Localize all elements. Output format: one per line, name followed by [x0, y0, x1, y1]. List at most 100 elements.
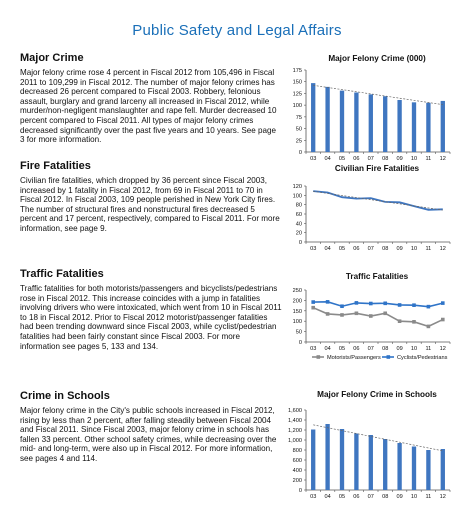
page-title: Public Safety and Legal Affairs — [132, 22, 342, 39]
data-point — [369, 301, 373, 306]
y-tick-label: 0 — [299, 488, 302, 494]
y-tick-label: 150 — [293, 309, 302, 315]
data-point — [340, 304, 344, 309]
y-tick-label: 100 — [293, 103, 302, 109]
x-tick-label: 08 — [382, 346, 388, 352]
data-point — [441, 301, 445, 305]
x-tick-label: 12 — [440, 156, 446, 162]
chart-title: Major Felony Crime (000) — [328, 54, 426, 63]
x-tick-label: 10 — [411, 156, 417, 162]
legend-label: Motorists/Passengers — [327, 355, 381, 361]
bar — [311, 429, 316, 490]
bar — [426, 102, 431, 152]
bar — [440, 449, 445, 490]
x-tick-label: 07 — [368, 246, 374, 252]
x-tick-label: 12 — [440, 494, 446, 500]
x-tick-label: 06 — [353, 494, 359, 500]
x-tick-label: 09 — [396, 494, 402, 500]
data-point — [325, 312, 330, 316]
y-tick-label: 25 — [296, 138, 302, 144]
bar — [440, 100, 445, 152]
section-heading: Major Crime — [20, 52, 84, 64]
x-tick-label: 11 — [425, 246, 431, 252]
y-tick-label: 1,200 — [288, 428, 302, 434]
bar — [411, 102, 417, 152]
x-tick-label: 10 — [411, 246, 417, 252]
y-tick-label: 100 — [293, 193, 302, 199]
y-tick-label: 125 — [293, 91, 302, 97]
data-point — [412, 320, 416, 324]
bar — [339, 90, 345, 152]
y-tick-label: 50 — [296, 330, 302, 336]
y-tick-label: 1,400 — [288, 418, 302, 424]
data-point — [354, 311, 359, 316]
y-tick-label: 800 — [293, 448, 302, 454]
section-traffic-fatalities: Traffic Fatalities Traffic fatalities fo… — [0, 268, 474, 386]
data-point — [311, 305, 315, 310]
section-heading: Fire Fatalities — [20, 160, 91, 172]
x-tick-label: 12 — [440, 346, 446, 352]
civilian-fire-fatalities-chart: 0 20 40 60 80 100 120 03 04 05 06 07 08 09 10 11 12 — [293, 184, 451, 252]
x-tick-label: 09 — [396, 346, 402, 352]
bar — [354, 433, 359, 490]
legend-label: Cyclists/Pedestrians — [397, 355, 448, 361]
series-line — [313, 301, 443, 308]
x-tick-label: 04 — [324, 494, 330, 500]
x-tick-label: 06 — [353, 156, 359, 162]
section-heading: Crime in Schools — [20, 390, 110, 402]
major-felony-crime-chart: 0 25 50 75 100 125 150 175 03 04 05 06 07 08 09 10 11 12 — [293, 68, 451, 162]
chart-title: Civilian Fire Fatalities — [334, 164, 420, 173]
section-crime-in-schools: Crime in Schools Major felony crime in t… — [0, 390, 474, 506]
data-point — [426, 304, 431, 309]
x-tick-label: 03 — [310, 346, 316, 352]
x-tick-label: 06 — [353, 346, 359, 352]
x-tick-label: 05 — [339, 156, 345, 162]
bar — [325, 424, 330, 490]
trend-line — [313, 190, 443, 211]
data-point — [397, 303, 402, 307]
y-tick-label: 0 — [299, 240, 302, 246]
data-point — [325, 300, 330, 304]
y-tick-label: 20 — [296, 231, 302, 237]
series-line — [312, 306, 444, 328]
y-tick-label: 120 — [293, 184, 302, 190]
data-point — [383, 301, 387, 306]
y-tick-label: 200 — [293, 478, 302, 484]
section-body: Major felony crime rose 4 percent in Fis… — [20, 68, 277, 145]
y-tick-label: 1,600 — [288, 408, 302, 414]
y-tick-label: 40 — [296, 221, 302, 227]
bar — [368, 435, 373, 490]
x-tick-label: 07 — [368, 494, 374, 500]
section-body: Civilian fire fatalities, which dropped … — [20, 176, 280, 233]
section-fire-fatalities: Fire Fatalities Civilian fire fatalities… — [0, 160, 474, 278]
x-tick-label: 05 — [339, 494, 345, 500]
bar — [339, 429, 345, 490]
bar — [383, 96, 388, 152]
x-tick-label: 05 — [339, 246, 345, 252]
x-tick-label: 05 — [339, 346, 345, 352]
data-point — [340, 313, 344, 317]
bar — [426, 450, 431, 490]
data-point — [354, 301, 359, 305]
x-tick-label: 03 — [310, 156, 316, 162]
legend-marker — [316, 355, 321, 359]
x-tick-label: 06 — [353, 246, 359, 252]
traffic-fatalities-chart: 0 50 100 150 200 250 03 04 05 06 07 08 09 10 11 12 Motor… — [293, 288, 451, 361]
y-tick-label: 250 — [293, 288, 302, 294]
x-tick-label: 08 — [382, 494, 388, 500]
y-tick-label: 400 — [293, 468, 302, 474]
y-tick-label: 175 — [293, 68, 302, 74]
trend-line — [313, 424, 443, 452]
x-tick-label: 10 — [411, 346, 417, 352]
school-crime-chart: 0 200 400 600 800 1,000 1,200 1,400 1,600 03 04 05 0… — [288, 408, 451, 500]
x-tick-label: 04 — [324, 156, 330, 162]
series-line — [313, 190, 443, 211]
x-tick-label: 10 — [411, 494, 417, 500]
trend-line — [313, 84, 443, 105]
y-tick-label: 100 — [293, 319, 302, 325]
x-tick-label: 03 — [310, 246, 316, 252]
data-point — [383, 311, 387, 316]
x-tick-label: 11 — [425, 156, 431, 162]
x-tick-label: 12 — [440, 246, 446, 252]
x-tick-label: 11 — [425, 494, 431, 500]
